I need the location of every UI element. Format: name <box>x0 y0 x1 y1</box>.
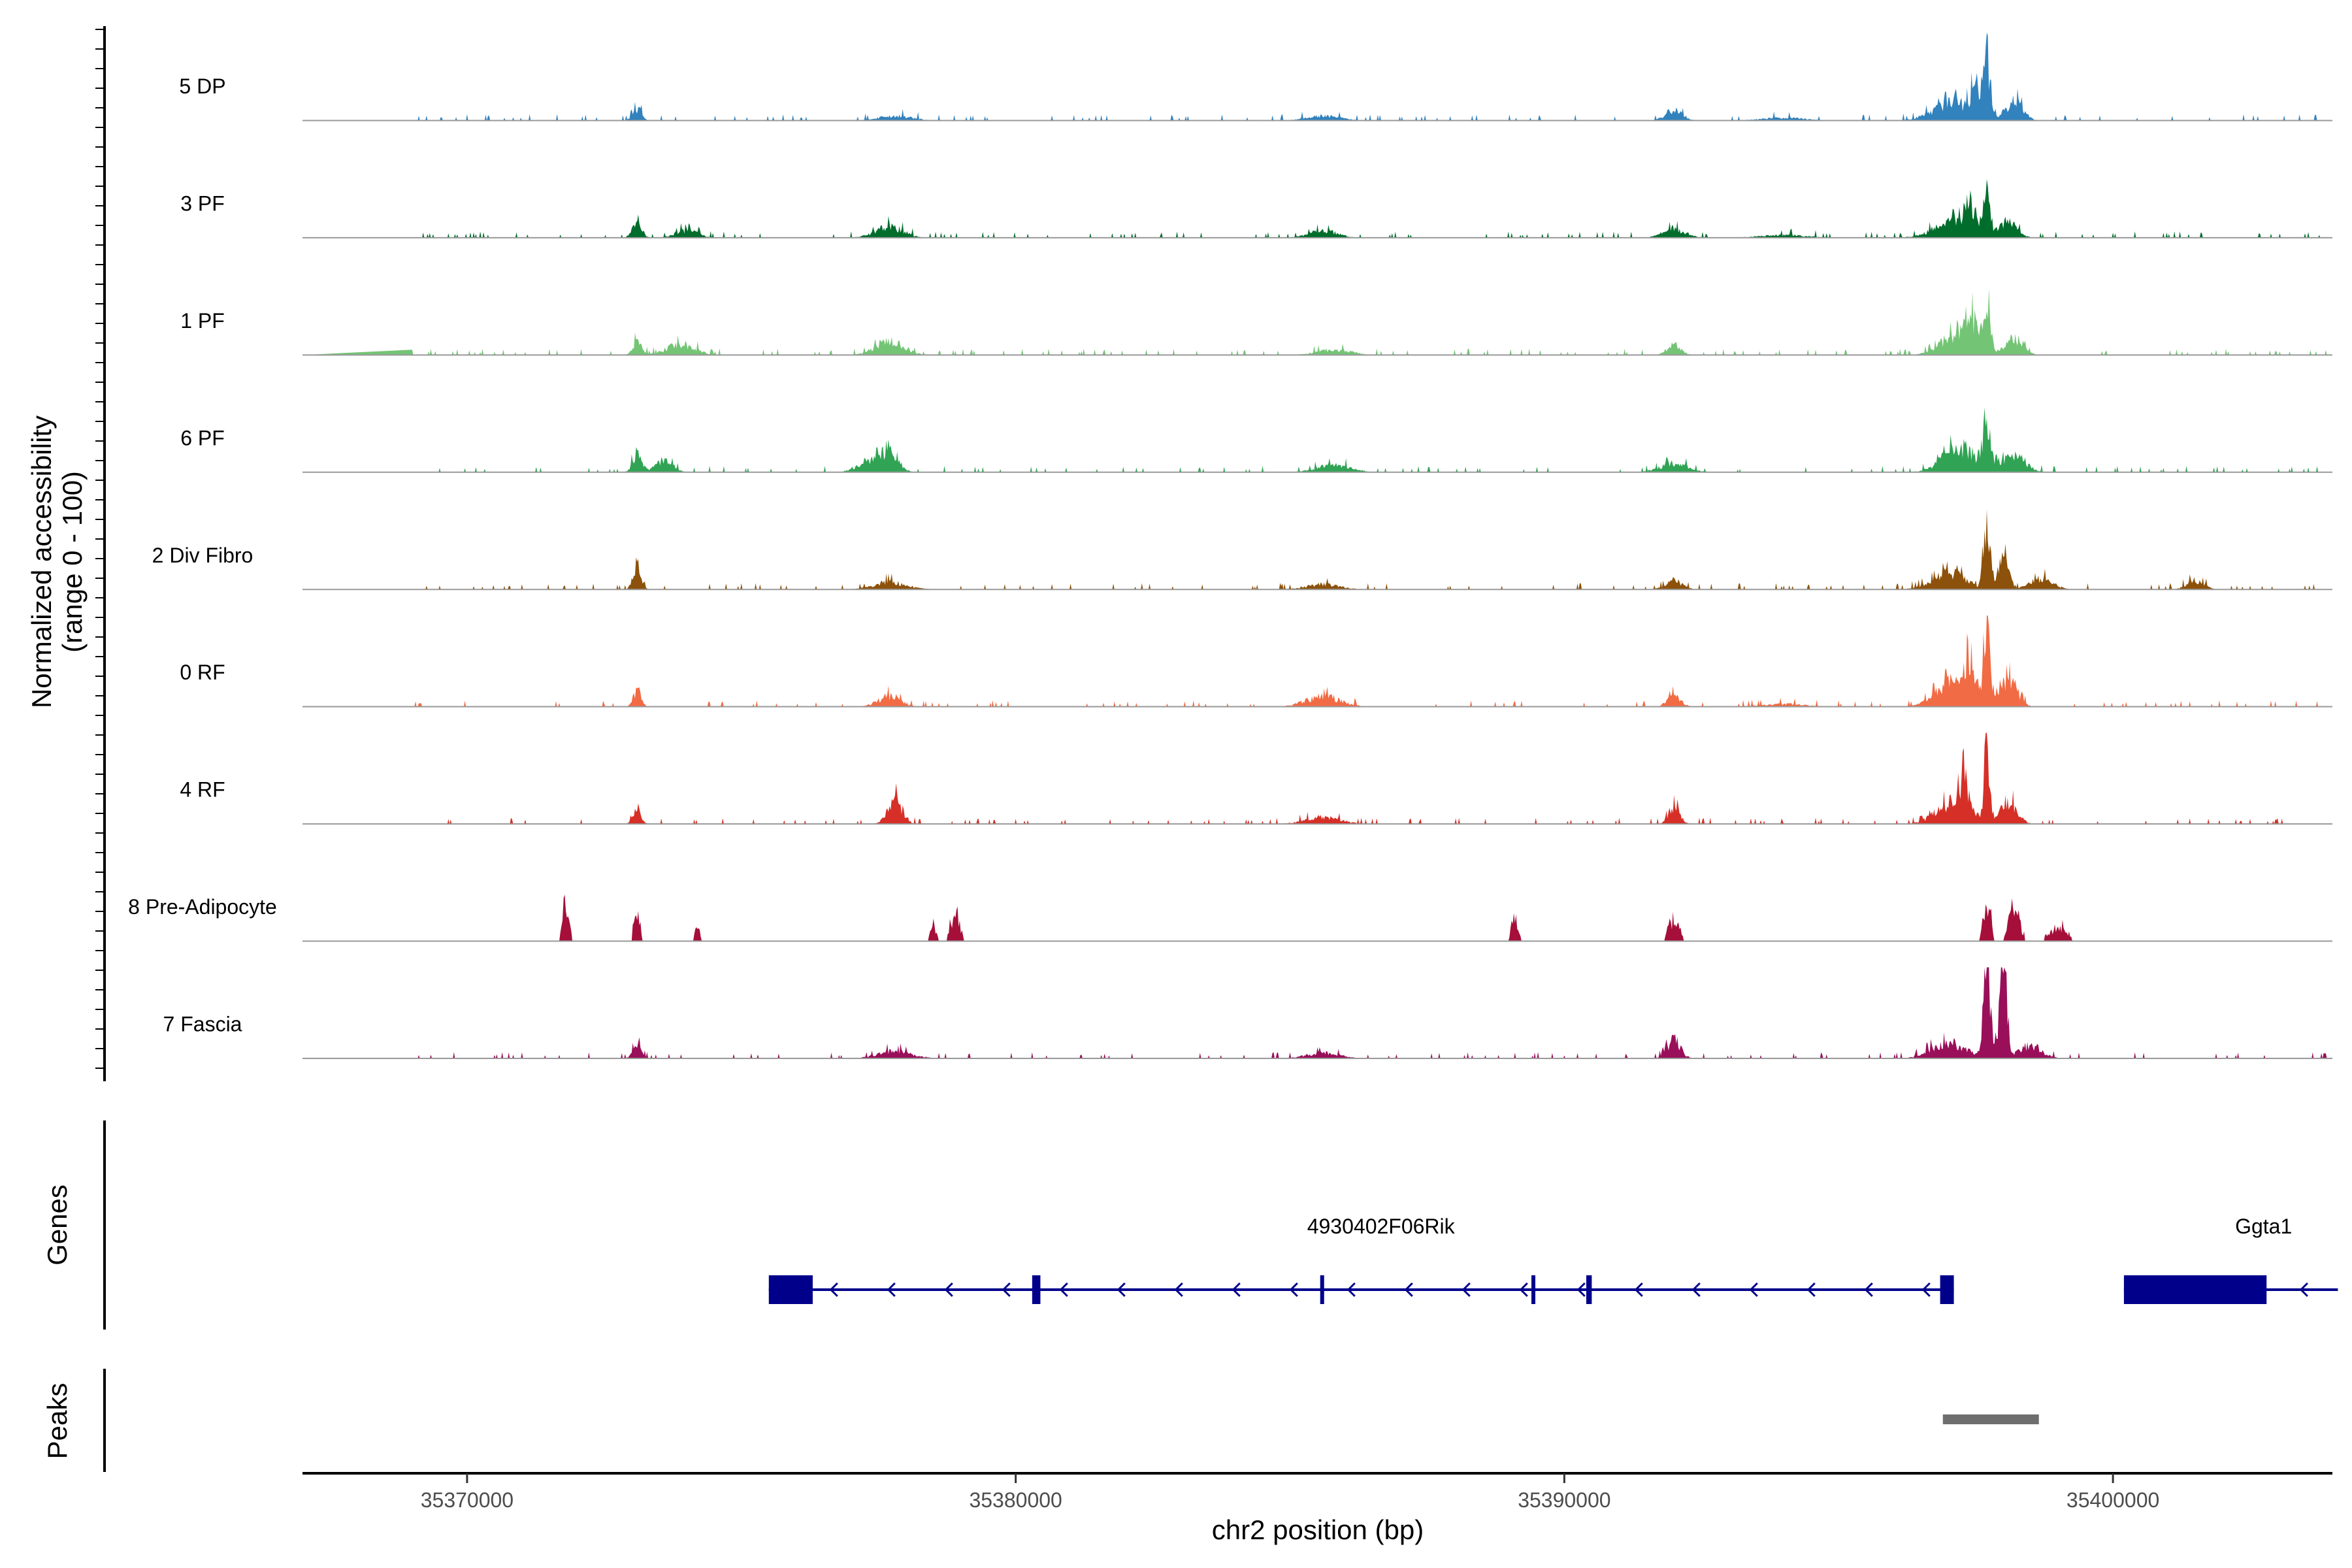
gene-exon <box>1032 1275 1041 1304</box>
coverage-area <box>302 288 2327 355</box>
gene-exon <box>1531 1275 1535 1304</box>
gene-exon <box>2123 1275 2267 1304</box>
track-4-rf: 4 RF <box>180 732 2332 825</box>
gene-exon <box>768 1275 813 1304</box>
coverage-area <box>302 894 2327 941</box>
track-2-div-fibro: 2 Div Fibro <box>152 509 2332 591</box>
track-label: 4 RF <box>180 778 225 802</box>
track-label: 5 DP <box>179 74 225 98</box>
x-tick-label: 35400000 <box>2066 1488 2159 1512</box>
strand-arrow <box>887 1282 896 1298</box>
y-axis-title: Normalized accessibility <box>26 416 57 708</box>
track-1-pf: 1 PF <box>180 288 2332 356</box>
track-label: 6 PF <box>180 426 225 449</box>
strand-arrow <box>1289 1282 1298 1298</box>
coverage-area <box>302 732 2327 825</box>
gene-ggta1: Ggta1 <box>2123 1215 2338 1304</box>
strand-arrow <box>1174 1282 1183 1298</box>
track-label: 0 RF <box>180 661 225 684</box>
peaks-track <box>1942 1414 2039 1424</box>
strand-arrow <box>1519 1282 1528 1298</box>
gene-exon <box>1940 1275 1954 1304</box>
coverage-area <box>302 615 2327 707</box>
coverage-area <box>302 967 2327 1058</box>
x-tick-label: 35370000 <box>421 1488 514 1512</box>
track-label: 1 PF <box>180 309 225 333</box>
coverage-area <box>302 509 2327 590</box>
track-label: 8 Pre-Adipocyte <box>128 895 277 919</box>
x-tick-label: 35390000 <box>1518 1488 1610 1512</box>
track-7-fascia: 7 Fascia <box>163 967 2332 1059</box>
strand-arrow <box>1864 1282 1873 1298</box>
genes-track: 4930402F06Rik Ggta1 <box>768 1215 2338 1304</box>
x-tick-label: 35380000 <box>969 1488 1062 1512</box>
strand-arrow <box>1576 1282 1586 1298</box>
x-axis-ticks: 35370000 35380000 35390000 35400000 <box>421 1473 2159 1512</box>
peaks-track-title: Peaks <box>42 1383 73 1460</box>
strand-arrow <box>1749 1282 1758 1298</box>
strand-arrow <box>1806 1282 1816 1298</box>
strand-arrow <box>944 1282 953 1298</box>
coverage-tracks: 5 DP 3 PF 1 PF 6 PF 2 Div Fibro 0 RF 4 RF 8 Pre… <box>128 32 2332 1059</box>
strand-arrow <box>1059 1282 1068 1298</box>
gene-4930402f06rik: 4930402F06Rik <box>768 1215 1954 1304</box>
track-label: 7 Fascia <box>163 1013 242 1036</box>
strand-arrow <box>1117 1282 1126 1298</box>
gene-label: Ggta1 <box>2235 1215 2292 1238</box>
strand-arrow <box>1462 1282 1471 1298</box>
strand-arrow <box>1921 1282 1931 1298</box>
strand-arrow <box>1691 1282 1701 1298</box>
strand-arrow <box>2299 1282 2308 1298</box>
track-label: 2 Div Fibro <box>152 544 253 567</box>
track-3-pf: 3 PF <box>180 179 2332 238</box>
strand-arrow <box>1404 1282 1413 1298</box>
strand-arrow <box>1347 1282 1356 1298</box>
genes-track-title: Genes <box>42 1184 73 1266</box>
x-axis-title: chr2 position (bp) <box>1212 1514 1424 1545</box>
strand-arrow <box>829 1282 838 1298</box>
gene-exon <box>1586 1275 1592 1304</box>
gene-label: 4930402F06Rik <box>1307 1215 1456 1238</box>
track-8-pre-adipocyte: 8 Pre-Adipocyte <box>128 894 2332 942</box>
gene-exon <box>1320 1275 1324 1304</box>
track-label: 3 PF <box>180 191 225 215</box>
track-0-rf: 0 RF <box>180 615 2332 708</box>
strand-arrow <box>1232 1282 1241 1298</box>
track-6-pf: 6 PF <box>180 407 2332 473</box>
y-axis-subtitle: (range 0 - 100) <box>57 471 88 653</box>
coverage-area <box>302 32 2327 121</box>
coverage-y-ticks <box>95 29 105 1069</box>
track-5-dp: 5 DP <box>179 32 2332 122</box>
peak-region <box>1942 1414 2039 1424</box>
strand-arrow <box>1634 1282 1643 1298</box>
strand-arrow <box>1002 1282 1011 1298</box>
coverage-area <box>302 407 2327 472</box>
coverage-area <box>302 179 2327 238</box>
